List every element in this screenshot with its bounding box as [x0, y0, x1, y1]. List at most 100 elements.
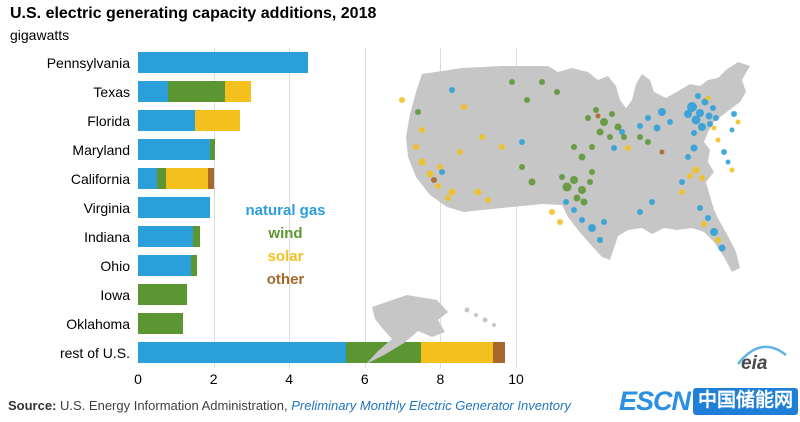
chart-subtitle: gigawatts: [10, 27, 70, 43]
map-dot-solar: [435, 183, 441, 189]
bar-segment-wind: [138, 284, 188, 305]
source-link[interactable]: Preliminary Monthly Electric Generator I…: [291, 398, 571, 413]
x-tick-label: 2: [209, 371, 218, 387]
map-dot-wind: [596, 128, 604, 136]
map-dot-gas: [611, 145, 617, 151]
map-dot-gas: [637, 209, 643, 215]
map-dot-wind: [645, 139, 651, 145]
map-dot-solar: [549, 209, 555, 215]
bar-track: [138, 255, 516, 276]
bar-segment-solar: [166, 168, 208, 189]
map-dot-gas: [705, 112, 713, 120]
watermark: ESCN 中国储能网: [619, 386, 798, 417]
x-tick-label: 6: [360, 371, 369, 387]
map-dot-gas: [619, 129, 625, 135]
alaska-shape: [366, 295, 448, 364]
bar-segment-gas: [138, 81, 169, 102]
bar-row: Texas: [8, 77, 516, 106]
source-label: Source:: [8, 398, 57, 413]
map-dot-gas: [439, 169, 445, 175]
bar-label: Maryland: [72, 141, 130, 158]
map-dot-gas: [710, 105, 716, 111]
map-dot-wind: [593, 107, 599, 113]
map-dot-solar: [413, 144, 419, 150]
legend-solar: solar: [267, 248, 304, 265]
map-dot-solar: [448, 188, 456, 196]
legend-wind: wind: [268, 225, 303, 242]
map-dot-wind: [539, 79, 545, 85]
bar-row: Virginia: [8, 193, 516, 222]
map-dot-wind: [600, 118, 608, 126]
map-dot-gas: [697, 205, 703, 211]
eia-swoosh-icon: [737, 345, 787, 365]
source-line: Source: U.S. Energy Information Administ…: [8, 398, 571, 413]
map-dot-gas: [718, 244, 726, 252]
bar-label: rest of U.S.: [59, 344, 130, 361]
map-dot-gas: [696, 109, 704, 117]
map-dot-gas: [705, 215, 711, 221]
map-dot-solar: [687, 173, 693, 179]
eia-logo-text: eia: [741, 353, 768, 374]
map-dot-gas: [725, 159, 731, 165]
map-dot-solar: [445, 195, 451, 201]
map-dot-gas: [679, 179, 685, 185]
map-dot-wind: [614, 123, 622, 131]
map-dots: [399, 79, 741, 252]
bar-row: California: [8, 164, 516, 193]
map-dot-gas: [571, 207, 577, 213]
map-dot-gas: [721, 149, 727, 155]
map-dot-solar: [729, 167, 735, 173]
map-dot-gas: [691, 130, 697, 136]
map-dot-wind: [587, 179, 593, 185]
map-dot-gas: [731, 111, 737, 117]
watermark-latin: ESCN: [618, 386, 691, 416]
map-dot-solar: [715, 237, 721, 243]
map-dot-solar: [701, 221, 707, 227]
bar-track: [138, 110, 516, 131]
map-dot-wind: [607, 134, 613, 140]
map-dot-solar: [461, 104, 467, 110]
map-dot-solar: [735, 119, 741, 125]
bar-segment-gas: [138, 168, 157, 189]
bar-label: California: [70, 170, 130, 187]
bar-track: [138, 284, 516, 305]
map-dot-solar: [479, 134, 485, 140]
bar-segment-solar: [194, 110, 241, 131]
bar-segment-solar: [421, 342, 494, 363]
map-dot-wind: [554, 89, 560, 95]
map-dot-wind: [571, 144, 577, 150]
map-dot-gas: [637, 123, 643, 129]
bar-segment-gas: [138, 52, 309, 73]
bar-track: [138, 313, 516, 334]
map-dot-wind: [573, 194, 581, 202]
bar-track: [138, 168, 516, 189]
map-dot-wind: [528, 178, 536, 186]
bar-segment-wind: [190, 255, 197, 276]
watermark-cjk: 中国储能网: [692, 388, 798, 415]
bar-row: Florida: [8, 106, 516, 135]
map-dot-gas: [601, 219, 607, 225]
bar-track: [138, 81, 516, 102]
map-dot-other: [431, 177, 437, 183]
bar-segment-wind: [209, 139, 216, 160]
bar-label: Florida: [87, 112, 130, 129]
map-dot-gas: [449, 87, 455, 93]
map-dot-gas: [519, 139, 525, 145]
map-dot-gas: [698, 123, 706, 131]
map-dot-gas: [707, 121, 713, 127]
map-dot-gas: [597, 237, 603, 243]
bar-row: Maryland: [8, 135, 516, 164]
map-dot-gas: [563, 199, 569, 205]
map-dot-wind: [609, 111, 615, 117]
legend: natural gas wind solar other: [228, 199, 343, 291]
bar-segment-gas: [138, 342, 346, 363]
bar-segment-solar: [224, 81, 252, 102]
map-dot-wind: [519, 164, 525, 170]
x-tick-label: 4: [285, 371, 294, 387]
bar-row: Oklahoma: [8, 309, 516, 338]
map-dot-wind: [637, 134, 643, 140]
bar-segment-gas: [138, 197, 210, 218]
map-dot-wind: [559, 174, 565, 180]
bar-track: [138, 197, 516, 218]
map-dot-solar: [715, 137, 721, 143]
